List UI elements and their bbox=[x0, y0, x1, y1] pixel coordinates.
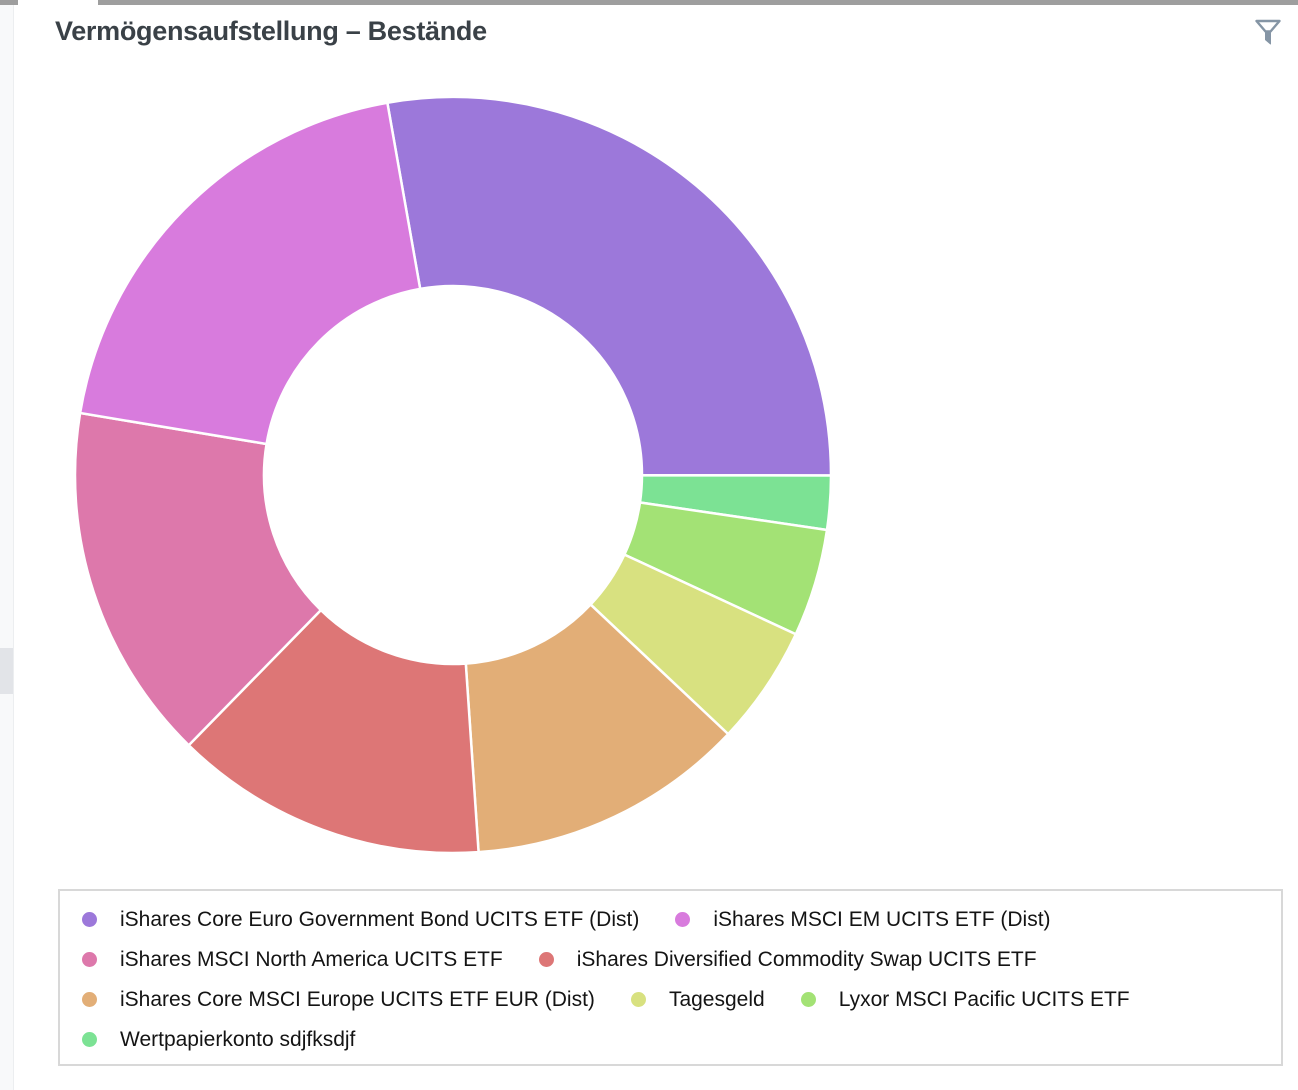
legend-item-lyxor-pacific[interactable]: Lyxor MSCI Pacific UCITS ETF bbox=[800, 986, 1130, 1013]
legend-label: iShares MSCI North America UCITS ETF bbox=[120, 947, 503, 971]
donut-slice-euro-gov-bond[interactable] bbox=[385, 95, 833, 477]
donut-slice-msci-europe[interactable] bbox=[464, 602, 730, 854]
legend-dot-msci-europe bbox=[82, 992, 97, 1007]
legend-dot-lyxor-pacific bbox=[800, 992, 816, 1007]
legend-label: iShares Core Euro Government Bond UCITS … bbox=[120, 907, 640, 931]
legend-dot-commodity-swap bbox=[538, 952, 554, 967]
donut-slice-msci-em[interactable] bbox=[78, 101, 422, 446]
legend-label: Tagesgeld bbox=[668, 987, 765, 1011]
legend-item-tagesgeld[interactable]: Tagesgeld bbox=[630, 986, 765, 1013]
legend-label: iShares Diversified Commodity Swap UCITS… bbox=[576, 947, 1037, 971]
legend-label: Wertpapierkonto sdjfksdjf bbox=[120, 1027, 356, 1051]
legend-item-msci-europe[interactable]: iShares Core MSCI Europe UCITS ETF EUR (… bbox=[82, 986, 595, 1013]
funnel-filter-icon bbox=[1255, 19, 1281, 45]
legend-item-euro-gov-bond[interactable]: iShares Core Euro Government Bond UCITS … bbox=[82, 906, 639, 933]
legend-item-commodity-swap[interactable]: iShares Diversified Commodity Swap UCITS… bbox=[538, 946, 1037, 973]
legend-label: Lyxor MSCI Pacific UCITS ETF bbox=[838, 987, 1130, 1011]
top-border-gap bbox=[18, 0, 98, 5]
legend-dot-euro-gov-bond bbox=[82, 912, 97, 927]
page-title: Vermögensaufstellung – Bestände bbox=[55, 16, 487, 46]
chart-legend: iShares Core Euro Government Bond UCITS … bbox=[58, 889, 1283, 1066]
legend-dot-msci-em bbox=[675, 912, 691, 927]
top-border-bar bbox=[0, 0, 1298, 5]
filter-button[interactable] bbox=[1252, 16, 1284, 50]
legend-item-north-america[interactable]: iShares MSCI North America UCITS ETF bbox=[82, 946, 503, 973]
scrollbar-thumb[interactable] bbox=[0, 648, 13, 694]
legend-dot-tagesgeld bbox=[630, 992, 646, 1007]
donut-slice-commodity-swap[interactable] bbox=[186, 608, 480, 855]
legend-label: iShares MSCI EM UCITS ETF (Dist) bbox=[713, 907, 1051, 931]
legend-dot-north-america bbox=[82, 952, 97, 967]
donut-slice-north-america[interactable] bbox=[73, 411, 323, 748]
legend-label: iShares Core MSCI Europe UCITS ETF EUR (… bbox=[120, 987, 595, 1011]
legend-dot-wertpapierkonto bbox=[82, 1032, 97, 1047]
legend-item-msci-em[interactable]: iShares MSCI EM UCITS ETF (Dist) bbox=[675, 906, 1051, 933]
legend-item-wertpapierkonto[interactable]: Wertpapierkonto sdjfksdjf bbox=[82, 1026, 355, 1053]
left-rail bbox=[0, 5, 14, 1090]
donut-chart[interactable] bbox=[73, 95, 833, 855]
